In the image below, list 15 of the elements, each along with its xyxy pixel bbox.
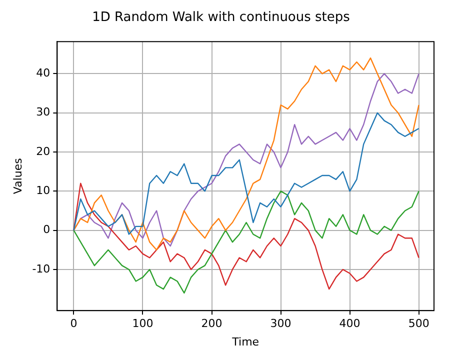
y-axis-title: Values xyxy=(11,158,24,194)
y-tick-label: 40 xyxy=(36,66,50,80)
y-tick-label: 30 xyxy=(36,106,50,119)
x-tick-label: 200 xyxy=(201,317,222,330)
y-tick-label: 20 xyxy=(36,144,50,158)
x-tick-label: 100 xyxy=(132,317,154,330)
x-tick-label: 500 xyxy=(408,317,430,330)
x-tick-label: 300 xyxy=(270,317,292,330)
y-tick-label: 10 xyxy=(36,184,50,198)
y-tick-label: 0 xyxy=(43,223,50,236)
y-tick-label: -10 xyxy=(32,262,50,276)
chart-title: 1D Random Walk with continuous steps xyxy=(92,10,350,26)
x-tick-label: 0 xyxy=(70,317,78,330)
x-axis-title: Time xyxy=(231,335,260,348)
x-tick-label: 400 xyxy=(339,317,360,330)
